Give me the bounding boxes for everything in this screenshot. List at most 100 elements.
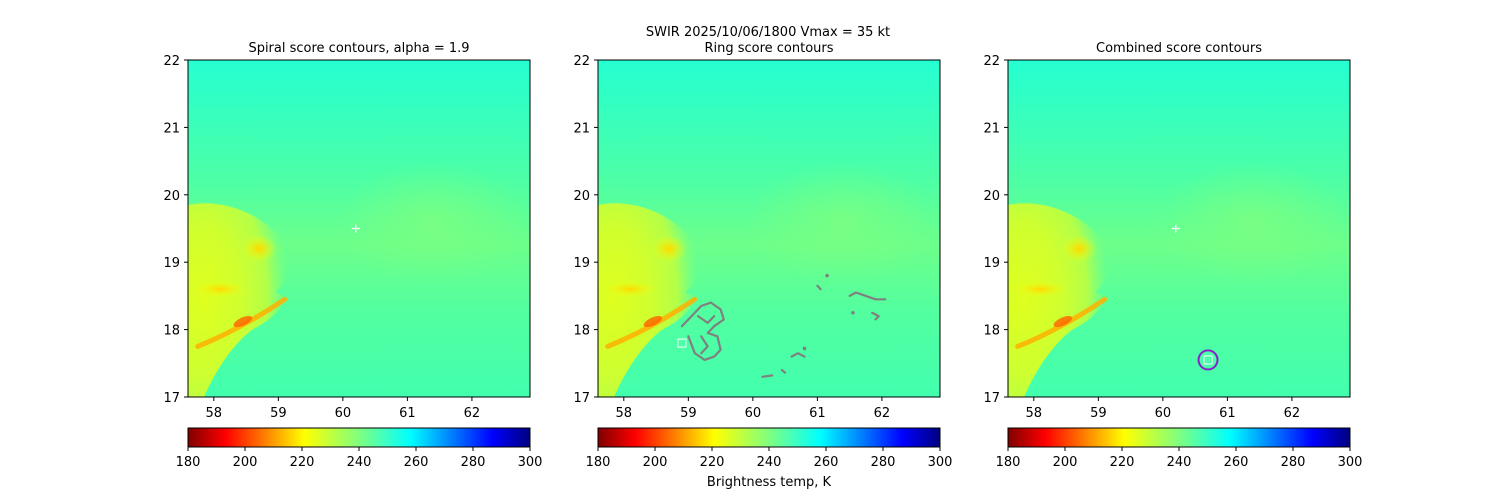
- colorbar-label: Brightness temp, K: [707, 475, 832, 490]
- x-tick-label: 62: [1284, 406, 1301, 421]
- brightness-field: [598, 60, 940, 397]
- brightness-field: [1008, 60, 1350, 397]
- y-tick-label: 17: [983, 391, 1000, 406]
- colorbar-tick-label: 200: [233, 455, 258, 470]
- combined-center-circle: [1197, 349, 1219, 371]
- colorbar-tick-label: 300: [518, 455, 543, 470]
- panel-3: Combined score contours 58 59 60 61 62 17 18 19 2…: [983, 41, 1362, 470]
- x-tick-label: 58: [1026, 406, 1043, 421]
- cloud-core: [1060, 234, 1097, 263]
- x-tick-label: 61: [399, 406, 416, 421]
- cloud-band: [1014, 281, 1067, 298]
- cloud-band: [604, 281, 657, 298]
- y-tick-label: 22: [163, 54, 180, 69]
- contour-line: [816, 284, 822, 291]
- contour-line: [851, 310, 855, 315]
- cloud-mass: [1008, 203, 1109, 397]
- x-tick-label: 62: [464, 406, 481, 421]
- y-tick-label: 22: [983, 54, 1000, 69]
- colorbar-tick-label: 240: [1167, 455, 1192, 470]
- cloud-mass: [598, 203, 699, 397]
- colorbar-tick-label: 220: [290, 455, 315, 470]
- colorbar-tick-label: 280: [871, 455, 896, 470]
- colorbar-tick-label: 240: [347, 455, 372, 470]
- colorbar-tick-label: 280: [1281, 455, 1306, 470]
- colorbar-tick-label: 300: [928, 455, 953, 470]
- axes-frame: [597, 59, 941, 398]
- axes-frame: [1007, 59, 1351, 398]
- colorbar-tick-label: 260: [1224, 455, 1249, 470]
- cloud-core: [240, 234, 277, 263]
- cloud-hot-spot: [233, 315, 253, 328]
- panel-1: Spiral score contours, alpha = 1.9 58 59 60…: [163, 41, 542, 470]
- y-tick-label: 21: [163, 121, 180, 136]
- colorbar-tick-label: 180: [176, 455, 201, 470]
- x-tick-label: 60: [1155, 406, 1172, 421]
- y-tick-label: 18: [573, 324, 590, 339]
- x-tick-label: 60: [335, 406, 352, 421]
- panel-title: Spiral score contours, alpha = 1.9: [248, 41, 469, 56]
- contour-line: [696, 315, 716, 324]
- x-tick-label: 59: [1090, 406, 1107, 421]
- x-tick-label: 59: [680, 406, 697, 421]
- x-tick-label: 61: [809, 406, 826, 421]
- colorbar-tick-label: 220: [1110, 455, 1135, 470]
- cloud-hot-spot: [1053, 315, 1073, 328]
- x-tick-label: 62: [874, 406, 891, 421]
- colorbar-gradient: [1007, 427, 1351, 448]
- contour-line: [680, 301, 725, 361]
- colorbar-tick-label: 280: [461, 455, 486, 470]
- x-tick-label: 59: [270, 406, 287, 421]
- cloud-core: [650, 234, 687, 263]
- y-tick-label: 17: [573, 391, 590, 406]
- colorbar-tick-label: 260: [814, 455, 839, 470]
- contour-line: [871, 311, 880, 321]
- box-marker: [677, 338, 687, 348]
- contour-line: [790, 352, 806, 358]
- colorbar-tick-label: 180: [586, 455, 611, 470]
- colorbar-tick-label: 200: [643, 455, 668, 470]
- y-tick-label: 21: [573, 121, 590, 136]
- colorbar-tick-label: 220: [700, 455, 725, 470]
- y-tick-label: 18: [983, 324, 1000, 339]
- field-warm-region: [337, 161, 529, 283]
- y-tick-label: 19: [163, 256, 180, 271]
- colorbar: 180 200 220 240 260 280 300 Brightness temp, K: [586, 427, 953, 490]
- box-marker: [1203, 355, 1213, 365]
- y-tick-label: 20: [573, 189, 590, 204]
- y-tick-label: 17: [163, 391, 180, 406]
- field-warm-region: [1157, 161, 1349, 283]
- x-tick-label: 58: [616, 406, 633, 421]
- colorbar-tick-label: 240: [757, 455, 782, 470]
- colorbar-gradient: [187, 427, 531, 448]
- colorbar-gradient: [597, 427, 941, 448]
- panel-title: Ring score contours: [704, 41, 833, 56]
- colorbar-tick-label: 180: [996, 455, 1021, 470]
- colorbar: 180 200 220 240 260 280 300: [996, 427, 1363, 470]
- colorbar: 180 200 220 240 260 280 300: [176, 427, 543, 470]
- y-tick-label: 20: [983, 189, 1000, 204]
- contour-line: [761, 374, 774, 378]
- center-cross-marker: [1171, 224, 1180, 233]
- contour-line: [700, 335, 709, 355]
- colorbar-tick-label: 300: [1338, 455, 1363, 470]
- y-tick-label: 19: [573, 256, 590, 271]
- cloud-mass: [188, 203, 289, 397]
- panel-2: Ring score contours 58 59 60 61 62 17 18 19 20 21 2…: [573, 41, 952, 490]
- y-tick-label: 19: [983, 256, 1000, 271]
- contour-line: [848, 291, 887, 301]
- colorbar-tick-label: 260: [404, 455, 429, 470]
- y-tick-label: 18: [163, 324, 180, 339]
- panel-title: Combined score contours: [1096, 41, 1262, 56]
- contour-line: [825, 273, 829, 278]
- x-tick-label: 60: [745, 406, 762, 421]
- y-tick-label: 22: [573, 54, 590, 69]
- contour-line: [802, 346, 807, 351]
- cloud-hot-spot: [643, 315, 663, 328]
- x-tick-label: 61: [1219, 406, 1236, 421]
- colorbar-tick-label: 200: [1053, 455, 1078, 470]
- figure-suptitle: SWIR 2025/10/06/1800 Vmax = 35 kt: [646, 25, 890, 40]
- y-tick-label: 21: [983, 121, 1000, 136]
- field-warm-region: [747, 161, 939, 283]
